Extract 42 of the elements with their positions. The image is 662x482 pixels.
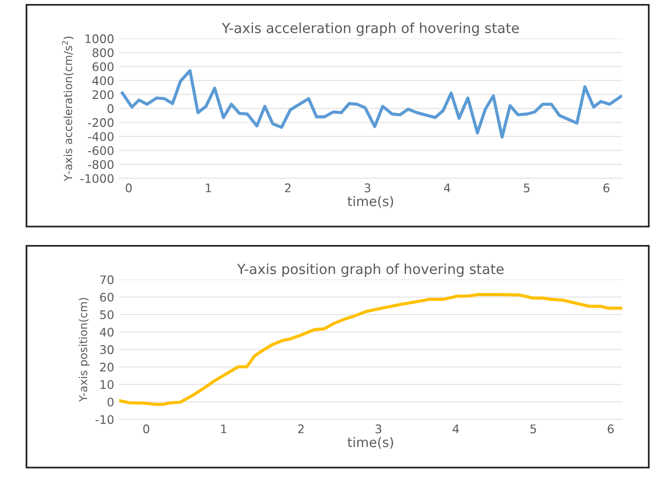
y-tick-label: -10 (96, 415, 114, 424)
x-tick-label: 0 (126, 183, 132, 192)
y-tick-label: -600 (88, 146, 114, 156)
x-tick-label: 6 (603, 183, 610, 192)
y-axis-title: Y-axis position(cm) (78, 298, 90, 402)
y-tick-label: 10 (100, 380, 114, 390)
chart-title: Y-axis acceleration graph of hovering state (222, 22, 519, 36)
x-tick-label: 4 (452, 424, 459, 434)
y-axis-title: Y-axis acceleration(cm/s$^{2}$) (62, 36, 74, 182)
y-tick-label: 400 (92, 76, 114, 86)
y-tick-label: 20 (100, 362, 114, 372)
y-tick-label: -400 (88, 132, 114, 142)
x-tick-label: 3 (364, 183, 370, 192)
x-tick-label: 5 (530, 424, 536, 434)
y-tick-label: 40 (100, 328, 114, 337)
y-tick-label: -800 (88, 160, 114, 170)
y-tick-label: -1000 (80, 174, 114, 183)
x-tick-label: 2 (298, 424, 304, 434)
y-tick-label: 0 (108, 398, 114, 407)
y-tick-label: 30 (100, 345, 114, 354)
y-tick-label: 600 (92, 62, 114, 72)
x-tick-label: 1 (206, 184, 211, 192)
y-tick-label: 800 (92, 48, 114, 58)
y-tick-label: 70 (100, 275, 114, 284)
chart-title: Y-axis position graph of hovering state (237, 263, 504, 277)
y-tick-label: 0 (108, 104, 114, 114)
x-tick-label: 5 (524, 184, 530, 192)
y-tick-label: 200 (92, 90, 114, 100)
y-tick-label: 50 (100, 310, 114, 320)
x-tick-label: 3 (376, 424, 382, 434)
x-tick-label: 0 (143, 424, 150, 434)
x-tick-label: 6 (608, 424, 614, 434)
x-tick-label: 1 (221, 424, 226, 434)
x-axis-title: time(s) (348, 437, 394, 449)
y-tick-label: 60 (100, 292, 114, 302)
line-series (120, 69, 622, 139)
y-tick-label: -200 (88, 118, 114, 128)
x-axis-title: time(s) (348, 196, 394, 208)
x-tick-label: 2 (285, 183, 290, 192)
line-series (119, 293, 622, 406)
y-tick-label: 1000 (86, 34, 114, 44)
x-tick-label: 4 (444, 184, 450, 192)
